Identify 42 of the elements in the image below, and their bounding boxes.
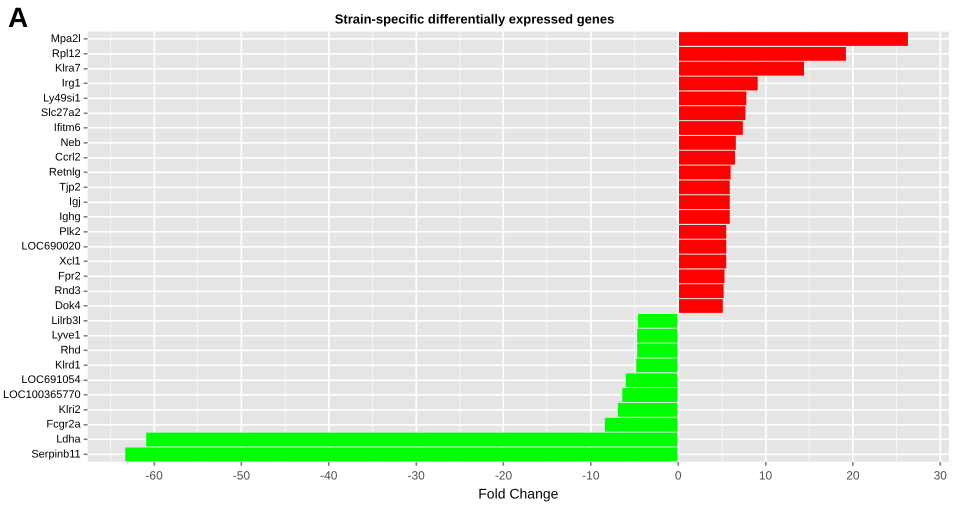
y-tick-label: LOC691054	[21, 374, 81, 386]
x-tick-label: 10	[758, 468, 773, 482]
y-tick-label: Slc27a2	[40, 107, 81, 120]
y-tick-label: Xcl1	[59, 256, 81, 268]
x-tick-label: -10	[582, 468, 600, 482]
y-tick-label: Ccrl2	[55, 152, 81, 164]
y-tick-label: Neb	[60, 136, 81, 149]
y-tick-label: Rhd	[60, 344, 81, 357]
y-tick-label: Ly49si1	[43, 92, 81, 104]
y-tick-label: Lyve1	[52, 330, 81, 342]
y-tick-label: Fcgr2a	[46, 418, 82, 431]
x-tick-label: 30	[934, 468, 948, 482]
y-tick-label: Retnlg	[48, 166, 81, 179]
x-tick-label: -60	[145, 468, 164, 482]
y-tick-label: Ifitm6	[54, 122, 81, 134]
y-tick-label: Dok4	[54, 300, 81, 312]
y-tick-label: LOC100365770	[2, 389, 81, 402]
y-tick-label: Irg1	[62, 78, 81, 90]
y-tick-label: Ighg	[59, 211, 81, 224]
y-tick-label: Klra7	[54, 62, 81, 75]
x-tick-label: 0	[674, 468, 682, 482]
y-tick-label: Rpl12	[52, 48, 81, 60]
y-tick-label: Ldha	[56, 434, 82, 446]
x-tick-label: -40	[320, 468, 338, 482]
x-tick-label: -30	[407, 468, 426, 482]
y-tick-label: Lilrb3l	[51, 314, 81, 327]
y-tick-label: Plk2	[59, 226, 81, 238]
y-tick-label: Igj	[69, 196, 81, 208]
y-tick-label: Klrd1	[54, 359, 81, 372]
x-tick-label: 20	[846, 468, 860, 482]
y-tick-label: Mpa2l	[50, 33, 81, 46]
y-tick-label: Klri2	[58, 404, 81, 416]
y-tick-label: Serpinb11	[31, 448, 81, 460]
x-tick-label: -20	[494, 468, 512, 482]
y-tick-label: LOC690020	[21, 240, 81, 253]
text: A	[8, 2, 28, 34]
y-tick-label: Fpr2	[58, 270, 81, 282]
x-axis-title: Fold Change	[478, 485, 559, 502]
chart-title: Strain-specific differentially expressed genes	[334, 11, 614, 26]
x-tick-label: -50	[232, 468, 250, 482]
y-tick-label: Tjp2	[59, 181, 81, 194]
y-tick-label: Rnd3	[54, 285, 81, 298]
